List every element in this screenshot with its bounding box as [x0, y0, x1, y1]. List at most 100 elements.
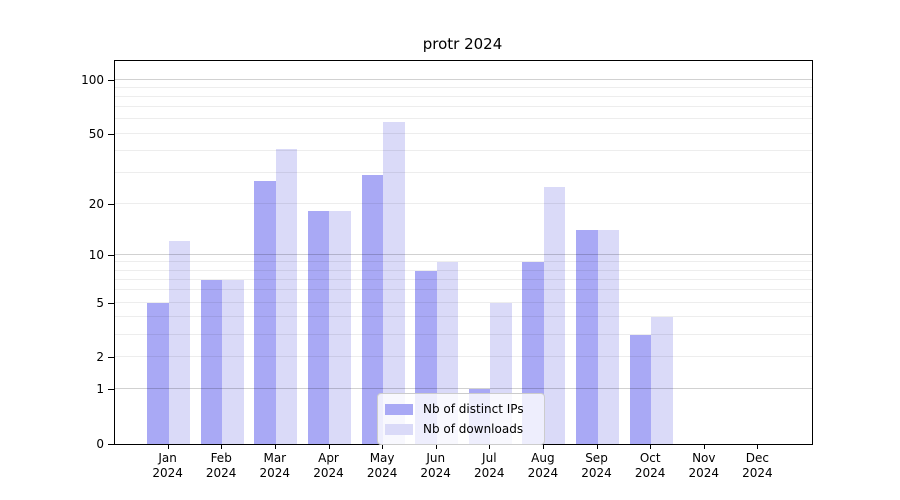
x-tick-year: 2024: [581, 466, 612, 480]
x-tick-month: Oct: [639, 451, 661, 465]
x-tick-month: Mar: [263, 451, 287, 465]
gridline-5: [115, 301, 812, 303]
bar-downloads-aug: [543, 186, 566, 444]
x-tick-year: 2024: [313, 466, 344, 480]
y-tick-2: [108, 357, 114, 359]
x-tick-jun: [435, 444, 437, 449]
y-tick-5: [108, 302, 114, 304]
x-tick-label-jun: Jun 2024: [406, 451, 466, 481]
y-tick-label-20: 20: [88, 196, 104, 211]
x-tick-label-apr: Apr 2024: [299, 451, 359, 481]
bar-downloads-sep: [597, 230, 620, 444]
bar-distinct-ips-mar: [254, 180, 276, 444]
x-tick-month: May: [369, 451, 395, 465]
legend: Nb of distinct IPs Nb of downloads: [377, 393, 545, 445]
x-tick-year: 2024: [688, 466, 720, 480]
x-tick-month: Dec: [745, 451, 769, 465]
x-tick-month: Feb: [210, 451, 232, 465]
y-tick-label-1: 1: [96, 382, 104, 397]
x-tick-nov: [703, 444, 705, 449]
x-tick-month: Jun: [426, 451, 446, 465]
x-tick-month: Nov: [692, 451, 716, 465]
x-tick-jan: [167, 444, 169, 449]
x-tick-oct: [650, 444, 652, 449]
bar-distinct-ips-may: [361, 175, 384, 444]
y-tick-label-50: 50: [88, 126, 104, 141]
y-tick-label-10: 10: [88, 247, 104, 262]
legend-item-distinct-ips: Nb of distinct IPs: [385, 399, 536, 419]
x-tick-year: 2024: [259, 466, 291, 480]
x-tick-label-oct: Oct 2024: [620, 451, 680, 481]
x-tick-month: Sep: [585, 451, 608, 465]
gridline-3: [115, 333, 812, 335]
x-tick-label-nov: Nov 2024: [674, 451, 734, 481]
bar-distinct-ips-feb: [200, 279, 223, 444]
gridline-40: [115, 149, 812, 151]
gridline-2: [115, 356, 812, 358]
x-tick-label-dec: Dec 2024: [727, 451, 787, 481]
legend-swatch-distinct-ips: [385, 403, 413, 415]
x-tick-jul: [489, 444, 491, 449]
y-tick-0: [108, 444, 114, 445]
y-tick-label-2: 2: [96, 350, 104, 365]
legend-label-distinct-ips: Nb of distinct IPs: [423, 402, 524, 416]
gridline-70: [115, 106, 812, 108]
gridline-4: [115, 315, 812, 317]
bar-downloads-feb: [222, 279, 244, 444]
x-tick-aug: [542, 444, 544, 449]
x-tick-year: 2024: [527, 466, 559, 480]
bar-downloads-jan: [168, 241, 191, 444]
chart-title: protr 2024: [422, 35, 503, 53]
x-tick-year: 2024: [474, 466, 505, 480]
x-tick-label-may: May 2024: [352, 451, 412, 481]
gridline-60: [115, 118, 812, 120]
gridline-10: [115, 253, 812, 255]
x-tick-mar: [274, 444, 276, 449]
y-tick-label-100: 100: [81, 72, 104, 87]
x-tick-year: 2024: [366, 466, 398, 480]
gridline-7: [115, 278, 812, 280]
x-tick-label-jul: Jul 2024: [459, 451, 519, 481]
bar-distinct-ips-jan: [147, 302, 169, 444]
x-tick-apr: [328, 444, 330, 449]
bar-downloads-mar: [275, 148, 298, 444]
x-tick-year: 2024: [742, 466, 773, 480]
legend-label-downloads: Nb of downloads: [423, 422, 524, 436]
gridline-1: [115, 388, 812, 390]
x-tick-label-sep: Sep 2024: [567, 451, 627, 481]
gridline-100: [115, 78, 812, 80]
y-tick-1: [108, 389, 114, 391]
gridline-80: [115, 95, 812, 97]
gridline-8: [115, 269, 812, 271]
x-tick-year: 2024: [205, 466, 237, 480]
plot-area: Nb of distinct IPs Nb of downloads: [114, 60, 813, 445]
y-tick-100: [108, 79, 114, 81]
x-tick-month: Aug: [531, 451, 555, 465]
bar-distinct-ips-apr: [307, 211, 330, 444]
x-tick-label-aug: Aug 2024: [513, 451, 573, 481]
x-tick-label-jan: Jan 2024: [138, 451, 198, 481]
x-tick-year: 2024: [420, 466, 451, 480]
gridline-30: [115, 171, 812, 173]
x-tick-year: 2024: [152, 466, 183, 480]
x-tick-label-mar: Mar 2024: [245, 451, 305, 481]
x-tick-dec: [757, 444, 759, 449]
y-tick-label-0: 0: [96, 437, 104, 451]
y-tick-10: [108, 254, 114, 256]
bar-downloads-oct: [651, 316, 673, 444]
x-tick-month: Jul: [482, 451, 497, 465]
x-tick-feb: [221, 444, 223, 449]
y-tick-50: [108, 133, 114, 135]
x-tick-label-feb: Feb 2024: [191, 451, 251, 481]
bar-downloads-apr: [329, 211, 351, 444]
legend-swatch-downloads: [385, 423, 413, 435]
gridline-20: [115, 202, 812, 204]
bar-downloads-may: [383, 122, 405, 444]
x-tick-sep: [596, 444, 598, 449]
gridline-50: [115, 132, 812, 134]
gridline-9: [115, 261, 812, 263]
bar-distinct-ips-sep: [576, 230, 598, 444]
gridline-90: [115, 86, 812, 88]
y-tick-20: [108, 203, 114, 205]
